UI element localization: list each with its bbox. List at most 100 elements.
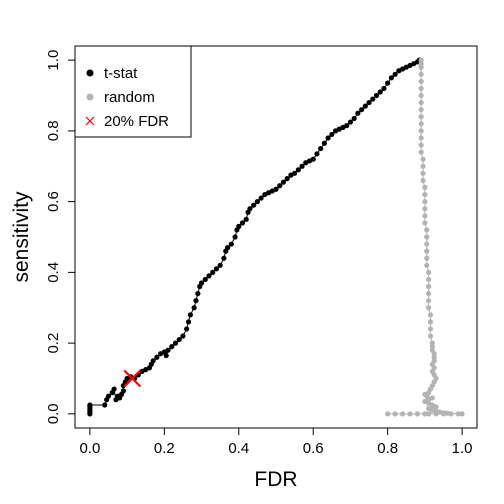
- random-point-29: [424, 255, 430, 261]
- series-20-fdr: [123, 369, 142, 388]
- random-point-37: [427, 312, 434, 318]
- random-point-35: [426, 298, 432, 304]
- y-axis-title: sensitivity: [10, 191, 33, 283]
- t-stat-point-62: [258, 195, 264, 201]
- random-point-32: [426, 276, 432, 283]
- t-stat-point-93: [373, 92, 380, 99]
- t-stat-point-35: [180, 333, 186, 339]
- random-point-36: [426, 305, 432, 311]
- random-point-71: [455, 411, 461, 417]
- x-tick-label-1: 0.2: [154, 440, 175, 457]
- t-stat-point-31: [165, 347, 171, 353]
- y-tick-label-0: 0.0: [45, 403, 62, 424]
- t-stat-point-76: [310, 156, 316, 162]
- t-stat-point-34: [176, 336, 182, 343]
- random-point-70: [459, 411, 465, 417]
- random-point-15: [420, 156, 426, 162]
- random-point-22: [422, 206, 428, 212]
- random-point-21: [422, 199, 428, 205]
- t-stat-point-94: [377, 89, 383, 95]
- t-stat-point-89: [359, 107, 365, 113]
- random-point-33: [426, 283, 432, 290]
- t-stat-point-52: [228, 241, 234, 247]
- random-point-73: [440, 411, 447, 417]
- t-stat-point-86: [347, 119, 354, 125]
- y-tick-label-4: 0.8: [45, 120, 62, 141]
- t-stat-point-95: [381, 85, 387, 92]
- t-stat-point-53: [232, 234, 238, 240]
- t-stat-point-69: [284, 176, 290, 182]
- random-point-16: [420, 163, 426, 169]
- t-stat-point-96: [385, 80, 391, 86]
- y-tick-label-5: 1.0: [45, 50, 62, 71]
- fdr-marker-0: [123, 369, 142, 388]
- legend-random-label: random: [104, 89, 155, 106]
- random-point-18: [420, 177, 426, 184]
- t-stat-point-73: [299, 163, 305, 169]
- random-point-77: [414, 411, 421, 417]
- t-stat-point-77: [314, 151, 320, 157]
- t-stat-point-71: [292, 170, 298, 176]
- t-stat-point-68: [280, 179, 287, 185]
- random-point-14: [418, 149, 424, 155]
- legend-tstat-marker: [86, 69, 94, 77]
- t-stat-point-98: [392, 71, 398, 77]
- random-point-31: [426, 269, 432, 275]
- t-stat-point-78: [318, 145, 324, 152]
- legend-box: [74, 45, 192, 138]
- t-stat-point-43: [198, 280, 205, 286]
- random-point-74: [433, 411, 439, 417]
- series-random: [385, 57, 465, 417]
- t-stat-point-39: [191, 305, 197, 311]
- t-stat-point-44: [202, 276, 208, 283]
- random-point-26: [424, 234, 430, 240]
- random-point-6: [418, 92, 424, 99]
- random-point-30: [424, 262, 430, 268]
- t-stat-point-72: [295, 167, 301, 173]
- random-point-3: [418, 71, 424, 77]
- random-point-25: [424, 227, 430, 233]
- t-stat-point-88: [355, 110, 361, 116]
- t-stat-point-45: [206, 273, 212, 279]
- t-stat-point-38: [187, 312, 193, 318]
- t-stat-point-90: [362, 103, 368, 109]
- t-stat-point-27: [154, 354, 160, 360]
- t-stat-point-57: [243, 216, 249, 222]
- x-tick-label-2: 0.4: [228, 440, 249, 457]
- y-tick-label-2: 0.4: [45, 262, 62, 283]
- t-stat-point-91: [366, 99, 372, 106]
- x-tick-label-0: 0.0: [79, 440, 100, 457]
- random-point-34: [426, 290, 432, 297]
- t-stat-point-87: [351, 115, 357, 122]
- t-stat-point-33: [172, 340, 179, 346]
- t-stat-point-92: [370, 96, 376, 102]
- random-point-79: [399, 411, 406, 417]
- random-point-2: [418, 64, 424, 70]
- t-stat-point-85: [344, 122, 350, 129]
- legend-fdr-marker: [85, 116, 95, 126]
- t-stat-point-56: [239, 220, 246, 226]
- random-point-7: [418, 99, 424, 106]
- t-stat-point-8: [105, 393, 112, 399]
- random-point-24: [422, 220, 428, 226]
- t-stat-point-97: [388, 75, 394, 81]
- random-point-23: [422, 213, 428, 219]
- t-stat-point-40: [193, 298, 199, 304]
- random-point-63: [433, 404, 439, 410]
- random-point-75: [426, 411, 432, 417]
- chart-marks: [87, 57, 465, 417]
- x-tick-label-4: 0.8: [377, 440, 398, 457]
- t-stat-point-37: [185, 319, 192, 325]
- y-tick-label-1: 0.2: [45, 333, 62, 354]
- legend: t-stat random 20% FDR: [74, 45, 192, 138]
- random-point-78: [407, 411, 413, 417]
- x-tick-label-3: 0.6: [303, 440, 324, 457]
- t-stat-point-67: [277, 183, 283, 189]
- t-stat-point-5: [87, 402, 93, 408]
- random-point-81: [385, 411, 391, 417]
- random-point-8: [418, 107, 424, 113]
- t-stat-point-51: [225, 245, 231, 251]
- t-stat-point-55: [236, 223, 242, 229]
- t-stat-point-49: [221, 255, 227, 261]
